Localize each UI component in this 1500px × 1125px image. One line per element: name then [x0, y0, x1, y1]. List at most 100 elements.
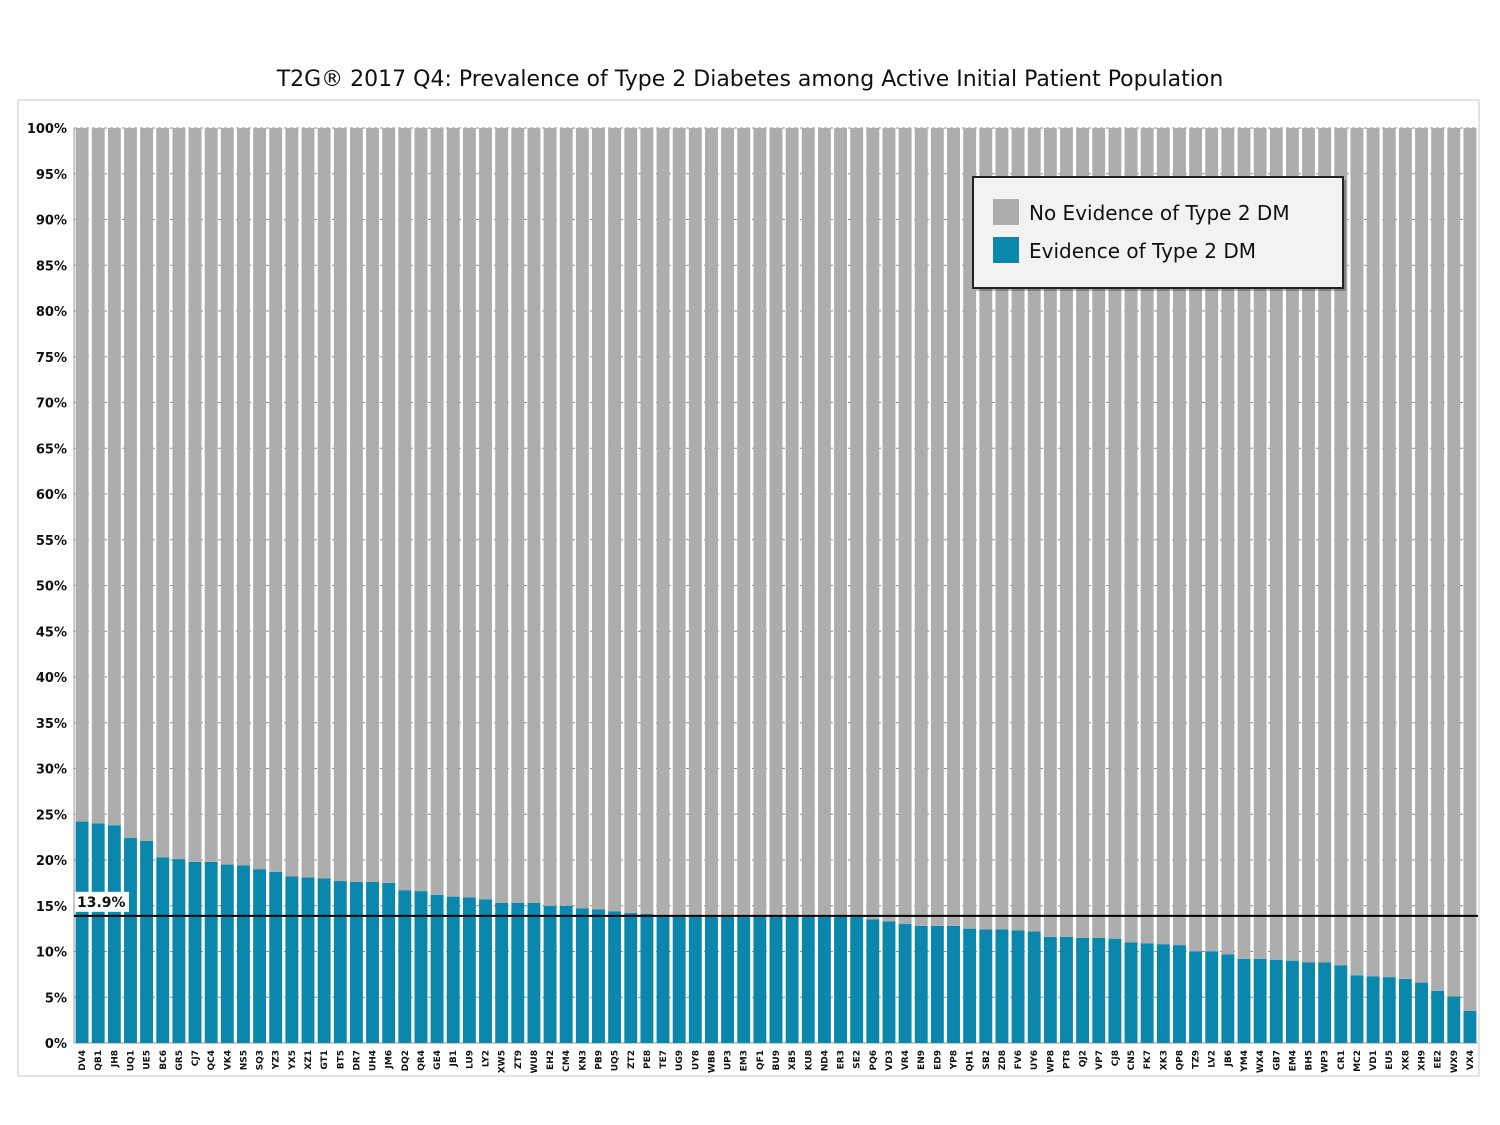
x-tick-label: ZT2 [627, 1050, 637, 1069]
bar-no-evidence [107, 128, 121, 826]
bar-no-evidence [301, 128, 315, 878]
bar-no-evidence [640, 128, 654, 914]
x-tick-label: UY6 [1030, 1050, 1040, 1070]
bar-evidence [1205, 951, 1219, 1043]
bar-no-evidence [1076, 128, 1090, 938]
bar-evidence [285, 876, 299, 1043]
bar-evidence [1237, 958, 1251, 1043]
x-tick-label: QR4 [417, 1050, 427, 1071]
bar-no-evidence [349, 128, 363, 882]
y-tick-label: 40% [36, 671, 67, 686]
bar-no-evidence [285, 128, 299, 877]
bar-no-evidence [1415, 128, 1428, 983]
x-tick-label: QF1 [756, 1050, 766, 1070]
x-tick-label: LU9 [465, 1050, 475, 1069]
bar-evidence [1382, 977, 1396, 1043]
bar-evidence [382, 882, 396, 1043]
bar-evidence [979, 929, 993, 1043]
x-tick-label: JB1 [449, 1050, 459, 1067]
bar-no-evidence [382, 128, 396, 883]
bar-no-evidence [947, 128, 960, 926]
bar-evidence [430, 894, 444, 1043]
bar-no-evidence [156, 128, 170, 858]
bar-evidence [1431, 990, 1445, 1043]
bar-evidence [640, 913, 654, 1043]
x-tick-label: DR7 [352, 1050, 362, 1071]
bar-evidence [914, 925, 928, 1043]
x-tick-label: UH4 [369, 1050, 379, 1071]
bar-evidence [882, 921, 896, 1043]
x-tick-label: SE2 [853, 1050, 863, 1069]
bar-evidence [1334, 965, 1348, 1043]
legend-box [972, 176, 1344, 289]
y-axis-ticks: 0% 5% 10% 15% 20% 25% 30% 35% 40% 45% 50% 55% 60% 65%… [27, 122, 67, 1052]
bar-evidence [1415, 982, 1428, 1043]
bar-evidence [1398, 978, 1412, 1043]
bar-evidence [559, 905, 573, 1043]
bar-evidence [1447, 996, 1461, 1043]
bar-no-evidence [543, 128, 557, 906]
x-tick-label: BH5 [1305, 1050, 1315, 1071]
bar-evidence [204, 861, 218, 1043]
bar-no-evidence [785, 128, 799, 916]
bar-evidence [1027, 931, 1041, 1043]
bar-evidence [1092, 937, 1106, 1043]
x-tick-label: EE2 [1434, 1050, 1444, 1069]
bar-no-evidence [1124, 128, 1138, 943]
x-tick-label: PQ6 [869, 1050, 879, 1071]
x-tick-label: WP8 [1046, 1050, 1056, 1073]
bar-no-evidence [914, 128, 928, 926]
x-tick-label: UY8 [691, 1050, 701, 1070]
bar-evidence [156, 857, 170, 1043]
bar-evidence [479, 899, 492, 1043]
bar-evidence [1076, 937, 1090, 1043]
legend: No Evidence of Type 2 DM Evidence of Typ… [972, 176, 1346, 291]
bar-evidence [1156, 944, 1170, 1043]
y-tick-label: 35% [36, 717, 67, 732]
x-tick-label: EU5 [1385, 1050, 1395, 1070]
x-tick-label: UP3 [724, 1050, 734, 1070]
x-tick-label: UQ5 [611, 1050, 621, 1071]
x-tick-label: BT5 [336, 1050, 346, 1069]
bar-no-evidence [801, 128, 815, 916]
y-tick-label: 60% [36, 488, 67, 503]
bar-evidence [1060, 936, 1073, 1043]
x-tick-label: YX5 [288, 1050, 298, 1071]
bar-no-evidence [737, 128, 751, 916]
bar-evidence [737, 915, 751, 1043]
bar-evidence [1108, 938, 1122, 1043]
bar-evidence [188, 861, 202, 1043]
bar-evidence [1124, 942, 1138, 1043]
x-tick-label: LY2 [482, 1050, 492, 1067]
x-tick-label: QP8 [1175, 1050, 1185, 1071]
bar-no-evidence [1027, 128, 1041, 932]
legend-swatch-no-evidence [993, 199, 1019, 225]
bar-evidence [624, 913, 638, 1043]
y-tick-label: 100% [27, 122, 67, 137]
bar-no-evidence [753, 128, 767, 916]
bar-no-evidence [963, 128, 977, 929]
bar-no-evidence [575, 128, 589, 909]
bar-evidence [930, 925, 944, 1043]
bar-no-evidence [608, 128, 622, 912]
x-tick-label: BC6 [159, 1050, 169, 1070]
bar-evidence [1172, 945, 1186, 1043]
bar-no-evidence [446, 128, 460, 897]
x-tick-label: CM4 [562, 1050, 572, 1072]
reference-line-group: 13.9% [74, 891, 1478, 917]
bar-evidence [817, 915, 831, 1043]
bar-evidence [769, 915, 783, 1043]
bar-evidence [1463, 1010, 1477, 1043]
x-tick-label: PE8 [643, 1050, 653, 1069]
x-tick-label: ZD8 [998, 1050, 1008, 1070]
x-tick-label: QC4 [207, 1050, 217, 1071]
bars [75, 128, 1477, 1043]
bar-no-evidence [366, 128, 380, 882]
x-tick-label: WU8 [530, 1050, 540, 1074]
x-tick-label: YM4 [1240, 1050, 1250, 1073]
x-tick-label: PB9 [594, 1050, 604, 1070]
x-tick-label: XK3 [1159, 1050, 1169, 1070]
bar-no-evidence [495, 128, 509, 904]
x-tick-label: BU9 [772, 1050, 782, 1070]
